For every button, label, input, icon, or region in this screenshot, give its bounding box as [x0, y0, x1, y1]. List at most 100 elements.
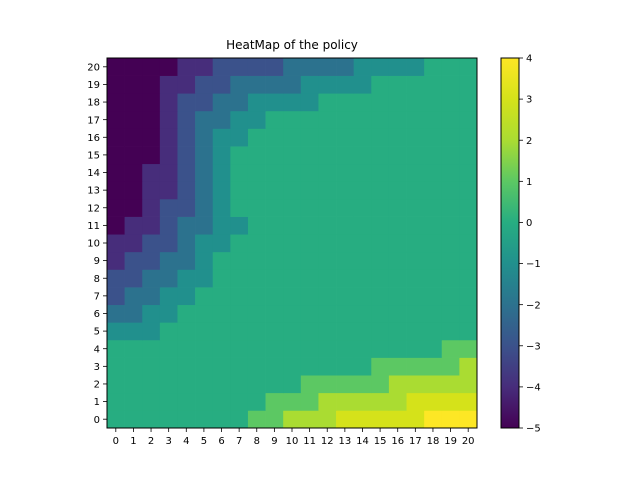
y-tick-label: 3 [94, 362, 100, 373]
heatmap-cell [353, 58, 372, 76]
heatmap-cell [388, 146, 407, 165]
heatmap-cell [159, 234, 178, 253]
heatmap-cell [300, 234, 319, 253]
heatmap-cell [459, 181, 478, 200]
heatmap-cell [318, 251, 337, 270]
heatmap-cell [195, 410, 214, 429]
heatmap-cell [371, 146, 390, 165]
heatmap-cell [124, 375, 143, 394]
heatmap-cell [283, 128, 302, 147]
heatmap-cell [230, 339, 249, 358]
heatmap-cell [177, 392, 196, 411]
heatmap-cell [406, 128, 425, 147]
heatmap-cell [195, 357, 214, 376]
heatmap-cell [300, 181, 319, 200]
heatmap-cell [265, 75, 284, 94]
heatmap-cell [177, 269, 196, 288]
colorbar-axis: −5 −4 −3 −2 −1 0 1 2 3 4 [519, 54, 541, 435]
heatmap-cell [195, 287, 214, 306]
heatmap-cell [441, 75, 460, 94]
heatmap-cell [247, 58, 266, 76]
colorbar-tick-label: 0 [526, 218, 532, 229]
heatmap-cell [177, 357, 196, 376]
colorbar-tick-label: 4 [526, 54, 532, 65]
heatmap-cell [230, 287, 249, 306]
heatmap-cell [336, 216, 355, 235]
heatmap-cell [247, 216, 266, 235]
heatmap-cell [247, 181, 266, 200]
heatmap-cell [247, 146, 266, 165]
heatmap-cell [142, 304, 161, 323]
heatmap-cell [371, 198, 390, 217]
heatmap-cell [195, 58, 214, 76]
heatmap-cell [336, 146, 355, 165]
heatmap-cell [371, 110, 390, 129]
heatmap-cell [177, 163, 196, 182]
heatmap-cell [247, 322, 266, 341]
heatmap-cell [283, 269, 302, 288]
heatmap-cell [459, 339, 478, 358]
heatmap-cell [388, 58, 407, 76]
heatmap-cell [265, 339, 284, 358]
x-tick-label: 8 [254, 436, 260, 447]
heatmap-cell [318, 339, 337, 358]
heatmap-cell [388, 410, 407, 429]
heatmap-cell [336, 304, 355, 323]
heatmap-cell [441, 410, 460, 429]
heatmap-cell [336, 163, 355, 182]
heatmap-cell [371, 392, 390, 411]
heatmap-cell [318, 357, 337, 376]
heatmap-cell [247, 251, 266, 270]
x-tick-label: 6 [218, 436, 224, 447]
heatmap-cell [371, 304, 390, 323]
heatmap-cell [441, 93, 460, 112]
heatmap-cell [177, 128, 196, 147]
heatmap-cell [441, 198, 460, 217]
heatmap-cell [265, 58, 284, 76]
heatmap-cell [336, 392, 355, 411]
heatmap-cell [195, 251, 214, 270]
heatmap-cell [300, 110, 319, 129]
heatmap-cell [318, 304, 337, 323]
heatmap-cell [300, 216, 319, 235]
heatmap-cell [318, 146, 337, 165]
x-tick-label: 15 [374, 436, 387, 447]
heatmap-cell [441, 375, 460, 394]
heatmap-cell [142, 234, 161, 253]
heatmap-cell [441, 339, 460, 358]
heatmap-cell [300, 304, 319, 323]
y-tick-label: 16 [87, 133, 100, 144]
heatmap-cell [283, 392, 302, 411]
x-tick-label: 14 [356, 436, 369, 447]
heatmap-cell [283, 304, 302, 323]
heatmap-cell [195, 304, 214, 323]
heatmap-cell [230, 163, 249, 182]
x-tick-label: 16 [391, 436, 404, 447]
heatmap-cell [406, 58, 425, 76]
heatmap-cell [159, 251, 178, 270]
heatmap-cell [318, 110, 337, 129]
heatmap-cell [424, 128, 443, 147]
heatmap-cell [406, 163, 425, 182]
heatmap-cell [388, 216, 407, 235]
heatmap-cell [283, 93, 302, 112]
heatmap-cell [318, 322, 337, 341]
heatmap-cell [124, 163, 143, 182]
heatmap-cell [283, 357, 302, 376]
heatmap-cell [300, 93, 319, 112]
heatmap-cell [159, 93, 178, 112]
heatmap-cell [459, 287, 478, 306]
heatmap-cell [424, 375, 443, 394]
heatmap-cell [300, 198, 319, 217]
heatmap-cell [283, 181, 302, 200]
heatmap-cell [459, 357, 478, 376]
heatmap-cell [441, 216, 460, 235]
heatmap-cell [283, 287, 302, 306]
heatmap-cell [459, 198, 478, 217]
heatmap-cell [247, 392, 266, 411]
heatmap-cell [212, 234, 231, 253]
heatmap-cell [107, 410, 125, 429]
heatmap-cell [142, 75, 161, 94]
heatmap-cell [124, 75, 143, 94]
